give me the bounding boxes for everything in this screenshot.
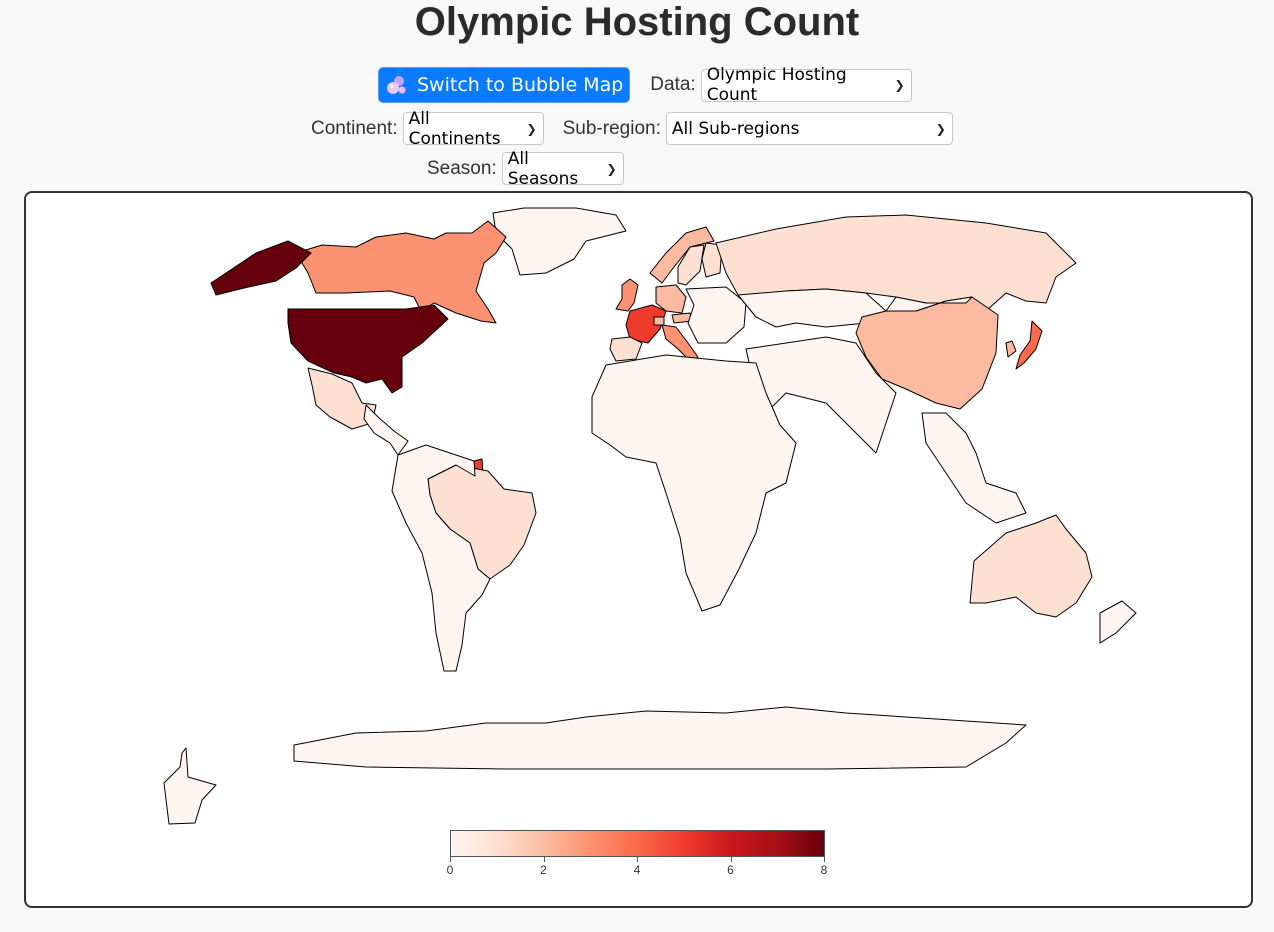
subregion-select-value: All Sub-regions <box>671 118 800 139</box>
bubbles-icon <box>387 76 406 94</box>
season-select[interactable]: All Seasons ❯ <box>501 149 624 189</box>
season-label: Season: <box>427 157 497 179</box>
country-spain[interactable] <box>609 336 643 362</box>
country-other-countries[interactable] <box>391 444 491 672</box>
legend-tick-label: 2 <box>540 863 547 877</box>
country-sweden[interactable] <box>677 244 705 286</box>
country-other-countries[interactable] <box>293 706 1027 770</box>
country-greenland[interactable] <box>492 207 627 276</box>
country-united-kingdom[interactable] <box>615 278 639 312</box>
subregion-label: Sub-region: <box>562 117 661 139</box>
chevron-down-icon: ❯ <box>894 78 905 92</box>
subregion-select[interactable]: All Sub-regions ❯ <box>665 112 953 145</box>
bubble-button-label: Switch to Bubble Map <box>417 74 624 96</box>
legend-tick-label: 4 <box>633 863 641 877</box>
country-other-countries[interactable] <box>685 286 747 344</box>
chevron-down-icon: ❯ <box>935 121 946 136</box>
map-container: 0 2 4 6 8 <box>24 191 1253 908</box>
page-title: Olympic Hosting Count <box>414 0 860 44</box>
data-select-value: Olympic Hosting Count <box>706 65 847 105</box>
country-other-countries[interactable] <box>1099 600 1137 644</box>
country-other-countries[interactable] <box>363 404 409 456</box>
country-other-countries[interactable] <box>163 747 217 825</box>
legend-gradient-bar <box>450 830 825 857</box>
legend-tick <box>543 857 545 862</box>
controls-row-1: Switch to Bubble Map Data: Olympic Hosti… <box>378 65 912 105</box>
chevron-down-icon: ❯ <box>526 121 537 136</box>
season-select-value: All Seasons <box>507 148 579 189</box>
legend-tick-label: 8 <box>820 863 828 877</box>
legend-tick <box>730 857 732 862</box>
country-australia[interactable] <box>969 514 1093 618</box>
country-norway[interactable] <box>649 226 715 284</box>
switch-to-bubble-map-button[interactable]: Switch to Bubble Map <box>378 67 631 103</box>
continent-label: Continent: <box>311 117 398 139</box>
data-select[interactable]: Olympic Hosting Count ❯ <box>700 65 912 105</box>
country-other-countries[interactable] <box>885 296 973 312</box>
chevron-down-icon: ❯ <box>606 161 617 176</box>
country-japan[interactable] <box>1015 320 1043 370</box>
country-germany[interactable] <box>655 284 687 314</box>
country-other-countries[interactable] <box>921 412 1027 524</box>
legend-tick-label: 0 <box>446 863 454 877</box>
country-other-countries[interactable] <box>591 354 797 612</box>
world-map[interactable] <box>26 193 1251 906</box>
country-switzerland[interactable] <box>653 316 665 326</box>
country-canada[interactable] <box>295 220 507 324</box>
legend-tick-label: 6 <box>727 863 734 877</box>
legend-tick <box>637 857 638 862</box>
controls-row-2: Continent: All Continents ❯ Sub-region: … <box>311 109 953 149</box>
legend-tick <box>450 857 451 862</box>
continent-select-value: All Continents <box>408 108 501 149</box>
country-france[interactable] <box>625 304 667 344</box>
legend-tick <box>824 857 825 862</box>
data-label: Data: <box>650 74 696 95</box>
country-united-states[interactable] <box>210 240 449 394</box>
controls-row-3: Season: All Seasons ❯ <box>427 149 624 189</box>
country-south-korea[interactable] <box>1005 340 1017 358</box>
continent-select[interactable]: All Continents ❯ <box>402 109 544 149</box>
